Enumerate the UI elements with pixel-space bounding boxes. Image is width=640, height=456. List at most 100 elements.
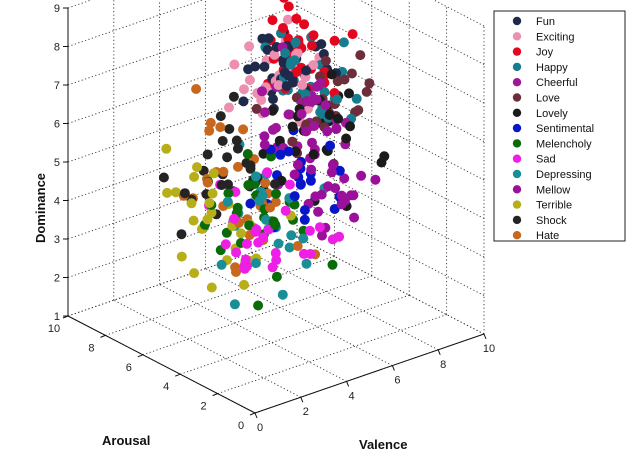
- data-point-shock: [232, 143, 243, 154]
- data-point-depressing: [284, 242, 295, 253]
- data-point-depressing: [250, 171, 261, 182]
- data-point-joy: [306, 40, 317, 51]
- legend-marker: [512, 169, 522, 179]
- legend-label: Lovely: [536, 108, 568, 120]
- data-point-lovely: [287, 121, 298, 132]
- floor-grid-line: [205, 268, 393, 366]
- data-point-melencholy: [221, 227, 232, 238]
- side-wall-grid-line: [296, 159, 485, 258]
- data-point-sad: [220, 239, 231, 250]
- data-point-cheerful: [309, 121, 320, 132]
- data-point-shock: [217, 136, 228, 146]
- data-point-mellow: [306, 164, 317, 175]
- data-point-lovely: [345, 121, 355, 132]
- data-point-joy: [347, 29, 358, 40]
- y-tick-label: 10: [48, 323, 60, 335]
- data-point-lovely: [379, 151, 390, 162]
- data-point-love: [251, 103, 262, 114]
- data-point-melencholy: [249, 179, 260, 189]
- side-wall-grid-line: [296, 44, 485, 142]
- data-point-depressing: [277, 289, 288, 300]
- data-point-fun: [283, 70, 294, 81]
- data-point-sad: [305, 249, 316, 259]
- data-point-fun: [262, 44, 273, 55]
- legend-label: Shock: [536, 215, 567, 227]
- data-point-melencholy: [244, 220, 255, 231]
- data-point-shock: [202, 149, 213, 160]
- legend-label: Exciting: [536, 31, 575, 43]
- y-tick-mark: [175, 373, 181, 377]
- data-point-melencholy: [253, 300, 264, 311]
- legend-label: Sentimental: [536, 123, 594, 135]
- side-wall-grid-line: [296, 5, 485, 104]
- data-point-cheerful: [311, 94, 322, 105]
- back-wall-grid-line: [67, 5, 298, 86]
- data-point-happy: [338, 37, 349, 48]
- data-point-sad: [251, 224, 262, 235]
- floor-grid-line: [217, 314, 447, 395]
- legend-label: Love: [536, 93, 560, 105]
- data-point-lovely: [344, 88, 354, 99]
- data-point-hate: [238, 124, 249, 135]
- data-point-hate: [218, 166, 229, 177]
- data-point-depressing: [229, 299, 240, 310]
- data-point-sad: [304, 225, 315, 236]
- data-point-love: [320, 55, 331, 66]
- data-point-love: [287, 136, 298, 147]
- data-point-terrible: [161, 143, 172, 154]
- data-point-mellow: [292, 159, 303, 170]
- x-axis-label: Valence: [359, 437, 407, 452]
- data-point-terrible: [188, 215, 199, 226]
- legend-marker: [512, 200, 522, 209]
- data-point-joy: [278, 23, 288, 33]
- data-point-depressing: [251, 258, 261, 269]
- floor-grid-line: [113, 299, 302, 398]
- data-point-shock: [228, 91, 239, 102]
- data-point-cheerful: [296, 109, 307, 119]
- x-tick-label: 0: [257, 422, 263, 434]
- data-point-exciting: [256, 95, 267, 105]
- legend-marker: [512, 78, 522, 87]
- data-point-cheerful: [320, 100, 331, 111]
- data-point-fun: [301, 65, 312, 76]
- data-point-fun: [281, 81, 292, 91]
- legend-items: Fun Exciting Joy Happy Cheerful Love Lovely Sen…: [512, 16, 594, 242]
- data-point-shock: [245, 160, 256, 171]
- data-point-lovely: [341, 133, 352, 144]
- data-point-terrible: [186, 198, 197, 209]
- floor-grid-line: [250, 252, 439, 351]
- data-point-love: [353, 105, 364, 116]
- data-point-melencholy: [223, 188, 234, 199]
- data-point-mellow: [301, 126, 312, 137]
- data-point-love: [346, 68, 357, 79]
- x-tick-label: 4: [349, 390, 355, 402]
- data-point-melencholy: [271, 188, 281, 199]
- data-point-depressing: [261, 214, 271, 225]
- y-tick-mark: [212, 393, 218, 397]
- data-point-fun: [259, 61, 270, 72]
- data-point-mellow: [259, 139, 270, 150]
- z-tick-label: 4: [54, 196, 60, 208]
- side-wall-grid-line: [358, 0, 485, 65]
- data-point-joy: [308, 30, 319, 41]
- data-point-terrible: [162, 187, 173, 198]
- data-point-cheerful: [283, 109, 294, 120]
- data-point-mellow: [317, 230, 327, 241]
- data-point-exciting: [244, 41, 255, 52]
- data-point-cheerful: [257, 86, 267, 97]
- z-axis-label: Dominance: [33, 173, 48, 243]
- data-point-hate: [202, 177, 213, 188]
- data-point-joy: [329, 35, 340, 46]
- data-point-sentimental: [299, 214, 310, 225]
- data-point-sad: [253, 237, 264, 248]
- data-point-hate: [292, 241, 303, 251]
- data-point-cheerful: [260, 107, 270, 118]
- data-point-terrible: [208, 168, 219, 179]
- data-point-sentimental: [275, 149, 286, 160]
- data-point-happy: [289, 55, 300, 66]
- data-point-terrible: [207, 188, 218, 199]
- data-point-fun: [238, 96, 249, 107]
- legend-marker: [512, 16, 522, 26]
- data-point-hate: [215, 122, 226, 133]
